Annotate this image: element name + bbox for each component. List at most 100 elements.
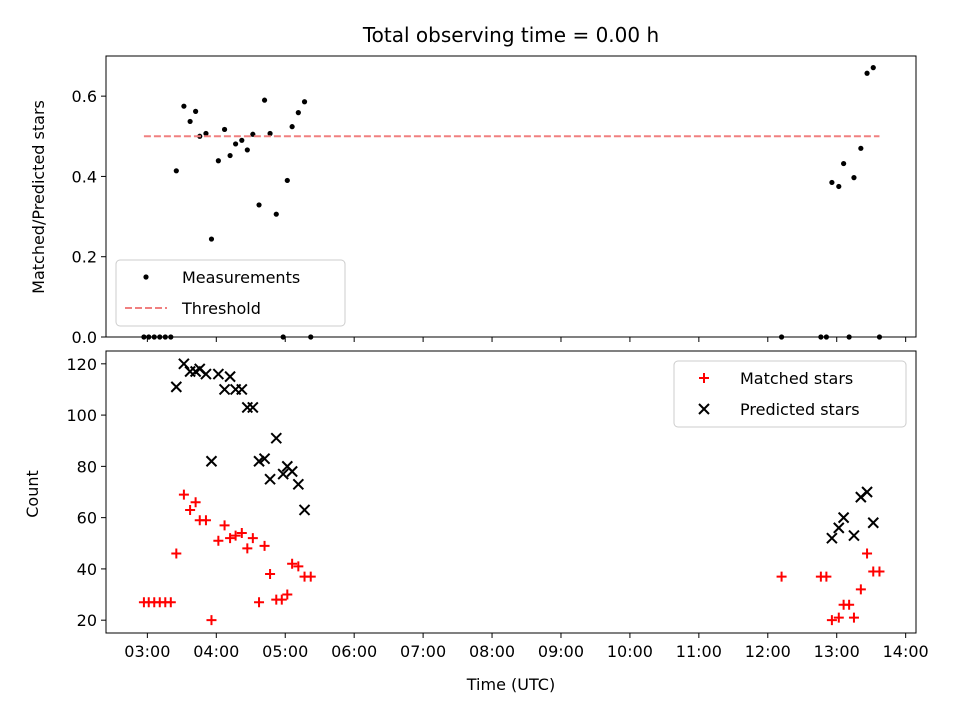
predicted-star-point — [270, 432, 282, 444]
x-tick-label: 11:00 — [676, 642, 722, 661]
measurement-point — [841, 160, 847, 167]
matched-star-point — [293, 561, 304, 572]
predicted-star-point — [826, 532, 838, 544]
measurement-point — [851, 175, 857, 181]
measurement-point — [864, 70, 870, 76]
top-y-tick-label: 0.0 — [72, 328, 97, 347]
x-tick-label: 08:00 — [469, 642, 515, 661]
x-tick-label: 13:00 — [814, 642, 860, 661]
measurement-point — [301, 99, 308, 105]
x-tick-label: 03:00 — [124, 642, 170, 661]
matched-star-point — [855, 584, 866, 595]
measurement-point — [858, 145, 864, 151]
matched-star-point — [276, 594, 287, 605]
top-legend — [115, 259, 346, 327]
matched-star-point — [826, 615, 837, 626]
bottom-y-axis-label: Count — [23, 470, 42, 518]
x-tick-label: 09:00 — [538, 642, 584, 661]
bottom-y-tick-label: 80 — [77, 457, 97, 476]
matched-star-point — [213, 535, 224, 546]
measurement-point — [836, 183, 842, 190]
measurement-point — [227, 152, 233, 159]
matched-star-point — [776, 571, 787, 582]
matched-star-point — [874, 566, 885, 577]
matched-star-point — [225, 533, 236, 544]
bottom-y-tick-label: 100 — [66, 406, 97, 425]
measurement-point — [239, 137, 245, 143]
chart-title: Total observing time = 0.00 h — [362, 23, 659, 47]
matched-star-point — [206, 615, 217, 626]
legend-measurement-swatch — [143, 274, 149, 280]
matched-star-point — [254, 597, 265, 608]
predicted-star-point — [292, 478, 305, 491]
matched-star-point — [165, 597, 176, 608]
measurement-point — [273, 211, 279, 217]
legend-predicted-swatch — [698, 403, 710, 415]
measurement-point — [215, 158, 221, 164]
matched-star-point — [185, 504, 196, 515]
predicted-star-point — [212, 368, 225, 380]
measurement-point — [187, 118, 193, 125]
predicted-star-point — [837, 511, 850, 524]
x-tick-label: 10:00 — [607, 642, 653, 661]
measurement-point — [289, 124, 295, 130]
predicted-star-point — [264, 473, 276, 485]
measurement-point — [203, 130, 209, 137]
matched-star-point — [242, 543, 253, 554]
predicted-star-point — [247, 401, 259, 414]
top-y-tick-label: 0.4 — [72, 167, 97, 186]
x-tick-label: 12:00 — [745, 642, 791, 661]
bottom-axes-frame — [105, 350, 917, 634]
bottom-y-tick-label: 20 — [77, 611, 97, 630]
predicted-star-point — [224, 370, 236, 383]
predicted-star-point — [205, 455, 218, 467]
legend-label: Predicted stars — [740, 400, 860, 419]
matched-star-point — [259, 540, 270, 551]
legend-label: Measurements — [182, 268, 300, 287]
matched-star-point — [821, 571, 832, 582]
measurement-point — [284, 177, 290, 184]
predicted-star-point — [286, 465, 298, 478]
measurement-point — [295, 110, 301, 116]
matched-star-point — [236, 528, 247, 539]
x-tick-label: 07:00 — [400, 642, 446, 661]
measurement-point — [193, 108, 199, 114]
x-axis-label: Time (UTC) — [466, 675, 555, 694]
predicted-star-point — [258, 452, 271, 465]
predicted-star-point — [170, 381, 183, 393]
measurement-point — [870, 65, 876, 71]
bottom-y-tick-label: 40 — [77, 560, 97, 579]
top-y-tick-label: 0.6 — [72, 87, 97, 106]
predicted-star-point — [298, 504, 311, 516]
measurement-point — [256, 202, 262, 208]
predicted-star-point — [218, 383, 231, 396]
bottom-y-tick-label: 60 — [77, 509, 97, 528]
x-tick-label: 05:00 — [262, 642, 308, 661]
matched-star-point — [848, 612, 859, 623]
measurement-point — [829, 179, 835, 186]
predicted-star-point — [178, 358, 190, 370]
top-y-tick-label: 0.2 — [72, 248, 97, 267]
matched-star-point — [178, 489, 189, 500]
measurement-point — [181, 103, 187, 109]
legend-label: Matched stars — [740, 369, 853, 388]
measurement-point — [267, 130, 273, 137]
predicted-star-point — [236, 383, 248, 396]
x-tick-label: 14:00 — [883, 642, 929, 661]
measurement-point — [233, 141, 239, 147]
measurement-point — [173, 168, 179, 174]
legend-label: Threshold — [181, 299, 261, 318]
predicted-star-point — [848, 529, 860, 542]
predicted-star-point — [867, 517, 879, 529]
matched-star-point — [862, 548, 873, 559]
matched-star-point — [287, 558, 298, 569]
matched-star-point — [200, 515, 211, 526]
predicted-star-point — [241, 401, 254, 414]
matched-star-point — [247, 533, 258, 544]
top-y-axis-label: Matched/Predicted stars — [29, 100, 48, 294]
predicted-star-point — [833, 522, 845, 534]
matched-star-point — [190, 497, 201, 508]
matched-star-point — [265, 569, 276, 580]
legend-matched-swatch — [699, 373, 709, 383]
measurement-point — [261, 97, 268, 103]
